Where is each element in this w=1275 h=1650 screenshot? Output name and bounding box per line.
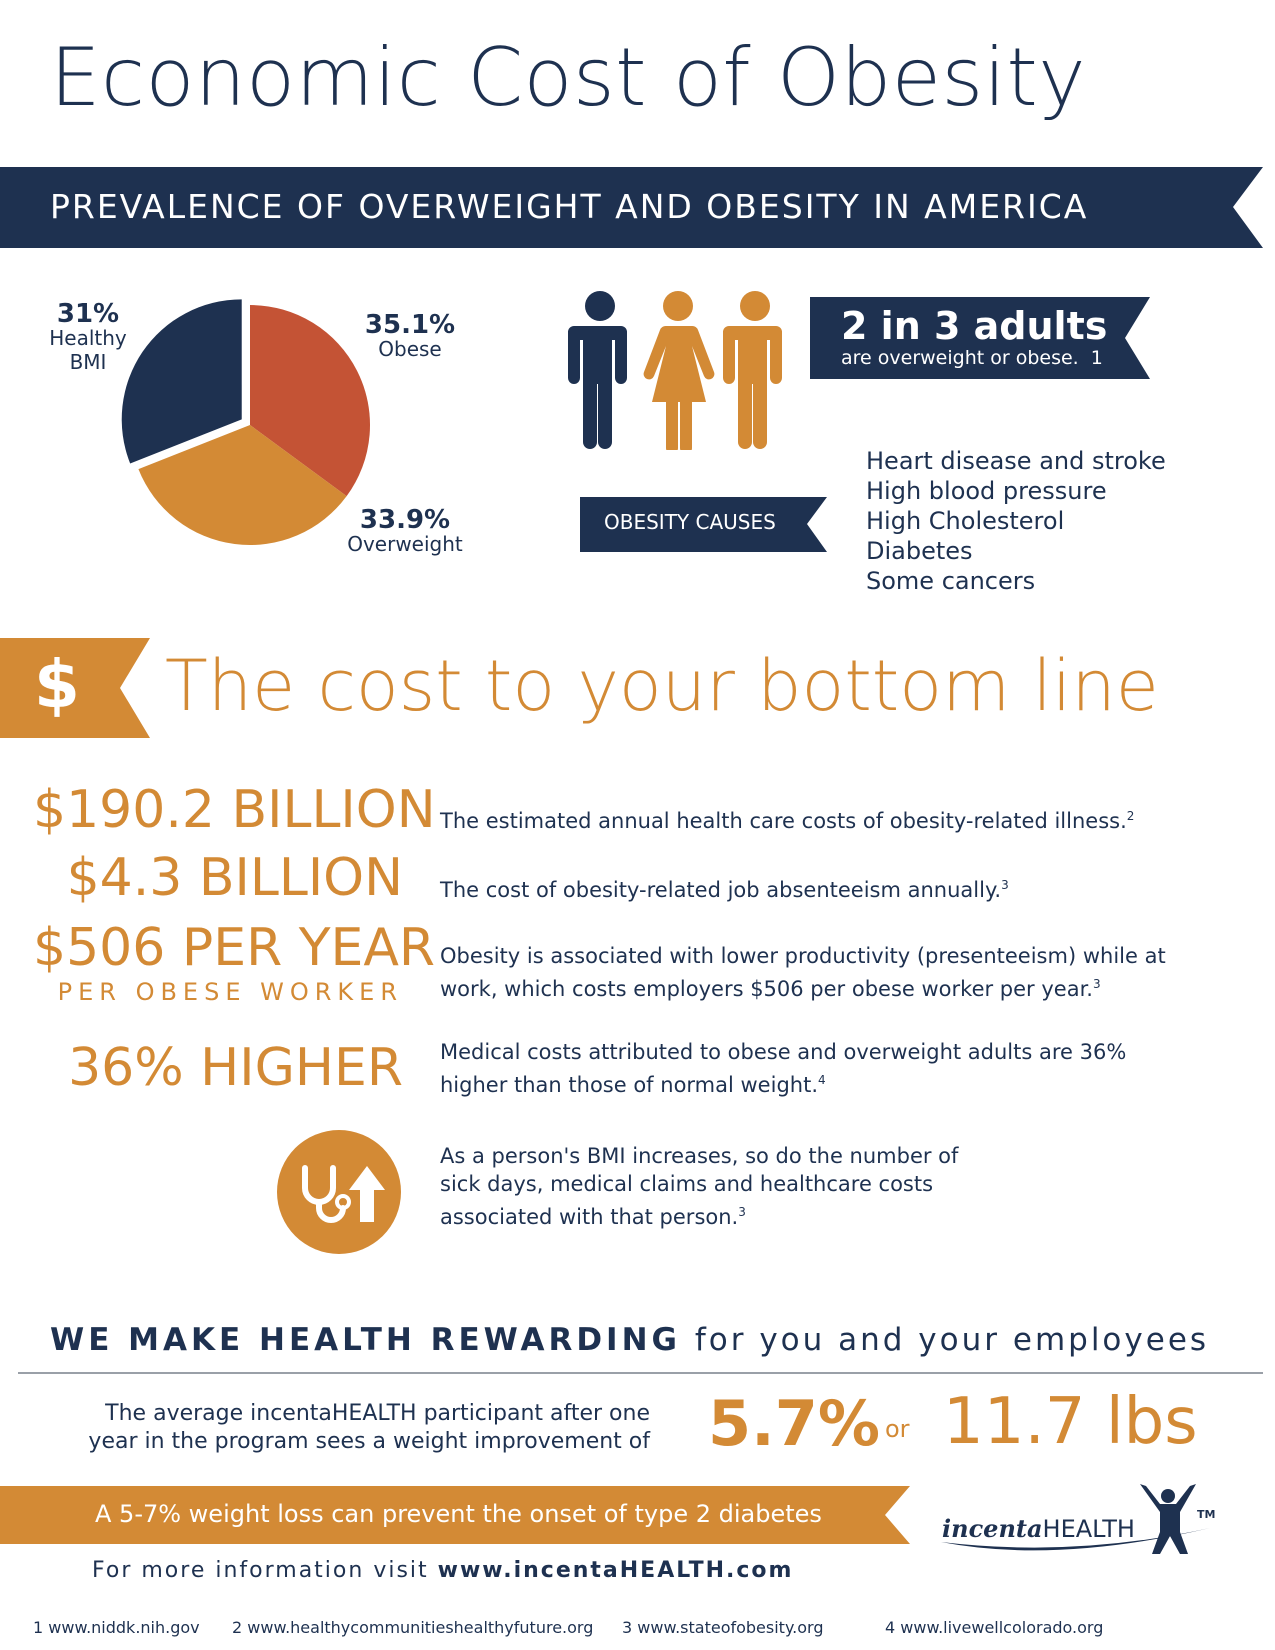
- footnote: 1 www.niddk.nih.gov: [33, 1618, 200, 1637]
- footnote: 3 www.stateofobesity.org: [622, 1618, 823, 1637]
- fact-figure: $4.3 BILLION: [66, 848, 403, 908]
- participant-text: The average incentaHEALTH participant af…: [60, 1400, 650, 1456]
- fact-desc-text: The estimated annual health care costs o…: [440, 809, 1127, 833]
- man-icon-orange: [723, 291, 782, 449]
- pie-label-overweight-text: Overweight: [347, 532, 463, 556]
- footnote-num: 1: [33, 1618, 44, 1637]
- fact-desc: As a person's BMI increases, so do the n…: [440, 1142, 960, 1231]
- rewarding-heading: WE MAKE HEALTH REWARDING for you and you…: [50, 1322, 1209, 1358]
- logo-tm: TM: [1197, 1508, 1216, 1521]
- cause-item: Heart disease and stroke: [866, 447, 1166, 475]
- participant-lbs: 11.7 lbs: [943, 1385, 1198, 1459]
- footnote-num: 4: [885, 1618, 896, 1637]
- participant-line2: year in the program sees a weight improv…: [88, 1429, 650, 1454]
- stat-sub: are overweight or obese. 1: [841, 347, 1103, 369]
- fact-ref: 3: [738, 1205, 746, 1219]
- pie-label-overweight: 33.9% Overweight: [340, 505, 470, 556]
- cause-item: Diabetes: [866, 537, 973, 565]
- pie-label-overweight-value: 33.9%: [359, 505, 451, 535]
- participant-pct: 5.7%: [708, 1387, 880, 1460]
- participant-line1: The average incentaHEALTH participant af…: [105, 1401, 650, 1426]
- logo-italic: incenta: [942, 1514, 1043, 1543]
- footnote-num: 2: [232, 1618, 243, 1637]
- stat-sub-text: are overweight or obese.: [841, 347, 1079, 369]
- cause-item: High blood pressure: [866, 477, 1107, 505]
- page-title: Economic Cost of Obesity: [50, 31, 1087, 124]
- more-info: For more information visit www.incentaHE…: [92, 1558, 793, 1583]
- stethoscope-arrow-icon: [277, 1130, 401, 1254]
- logo-caps: HEALTH: [1042, 1515, 1135, 1543]
- footnote: 2 www.healthycommunitieshealthyfuture.or…: [232, 1618, 593, 1637]
- pie-label-obese-value: 35.1%: [364, 310, 456, 340]
- fact-desc-text: Obesity is associated with lower product…: [440, 944, 1166, 1001]
- banner-text: PREVALENCE OF OVERWEIGHT AND OBESITY IN …: [50, 187, 1089, 226]
- causes-badge: [580, 497, 827, 552]
- divider: [18, 1372, 1263, 1374]
- pie-label-healthy-line2: BMI: [69, 350, 107, 374]
- fact-desc: Medical costs attributed to obese and ov…: [440, 1038, 1140, 1099]
- more-info-prefix: For more information visit: [92, 1558, 429, 1583]
- fact-desc: The estimated annual health care costs o…: [440, 802, 1200, 835]
- pie-label-obese: 35.1% Obese: [360, 310, 460, 361]
- causes-list: Heart disease and stroke High blood pres…: [866, 446, 1166, 596]
- fact-desc-text: The cost of obesity-related job absentee…: [440, 878, 1002, 902]
- footnote-num: 3: [622, 1618, 633, 1637]
- stat-badge: [810, 297, 1150, 379]
- fact-ref: 3: [1092, 977, 1101, 991]
- logo-figure-icon: [941, 1484, 1210, 1554]
- fact-ref: 3: [1001, 878, 1009, 892]
- fact-desc: The cost of obesity-related job absentee…: [440, 871, 1200, 904]
- participant-or: or: [885, 1415, 910, 1443]
- logo-text: incentaHEALTH: [942, 1514, 1135, 1543]
- footnote: 4 www.livewellcolorado.org: [885, 1618, 1103, 1637]
- pie-label-healthy-line1: Healthy: [49, 326, 127, 350]
- fact-ref: 2: [1126, 809, 1135, 823]
- woman-icon: [643, 291, 715, 450]
- incentahealth-logo: incentaHEALTH TM: [935, 1480, 1215, 1560]
- fact-figure: 36% HIGHER: [68, 1038, 403, 1098]
- fact-ref: 4: [818, 1073, 826, 1087]
- pie-label-healthy: 31% Healthy BMI: [38, 299, 138, 374]
- pie-label-healthy-value: 31%: [56, 299, 120, 329]
- dollar-banner: [0, 638, 150, 738]
- pie-slice-overweight: [138, 425, 347, 545]
- footnote-link[interactable]: www.livewellcolorado.org: [900, 1618, 1104, 1637]
- pie-slice-obese: [250, 305, 370, 497]
- cause-item: Some cancers: [866, 567, 1036, 595]
- rewarding-bold: WE MAKE HEALTH REWARDING: [50, 1322, 681, 1358]
- fact-desc-text: Medical costs attributed to obese and ov…: [440, 1040, 1127, 1097]
- stat-ref: 1: [1090, 347, 1103, 369]
- prevalence-pie-chart: [121, 299, 370, 545]
- fact-subfigure: PER OBESE WORKER: [57, 978, 403, 1006]
- cost-heading: The cost to your bottom line: [165, 645, 1159, 727]
- pie-label-obese-text: Obese: [378, 337, 442, 361]
- footnote-link[interactable]: www.stateofobesity.org: [637, 1618, 824, 1637]
- section-banner: [0, 167, 1263, 248]
- diabetes-banner-text: A 5-7% weight loss can prevent the onset…: [95, 1500, 822, 1528]
- causes-label: OBESITY CAUSES: [604, 510, 776, 534]
- fact-desc-text: As a person's BMI increases, so do the n…: [440, 1144, 959, 1229]
- people-icon: [568, 291, 782, 450]
- fact-desc: Obesity is associated with lower product…: [440, 942, 1170, 1003]
- man-icon-navy: [568, 291, 627, 449]
- footnote-link[interactable]: www.healthycommunitieshealthyfuture.org: [247, 1618, 594, 1637]
- website-link[interactable]: www.incentaHEALTH.com: [437, 1558, 794, 1583]
- stat-headline: 2 in 3 adults: [841, 304, 1108, 348]
- diabetes-banner: [0, 1486, 910, 1544]
- pie-slice-healthy-bmi: [121, 299, 242, 464]
- cause-item: High Cholesterol: [866, 507, 1065, 535]
- dollar-icon: $: [34, 646, 80, 723]
- fact-figure: $190.2 BILLION: [33, 780, 436, 840]
- footnote-link[interactable]: www.niddk.nih.gov: [48, 1618, 200, 1637]
- rewarding-rest: for you and your employees: [694, 1322, 1210, 1358]
- fact-figure: $506 PER YEAR: [33, 918, 436, 978]
